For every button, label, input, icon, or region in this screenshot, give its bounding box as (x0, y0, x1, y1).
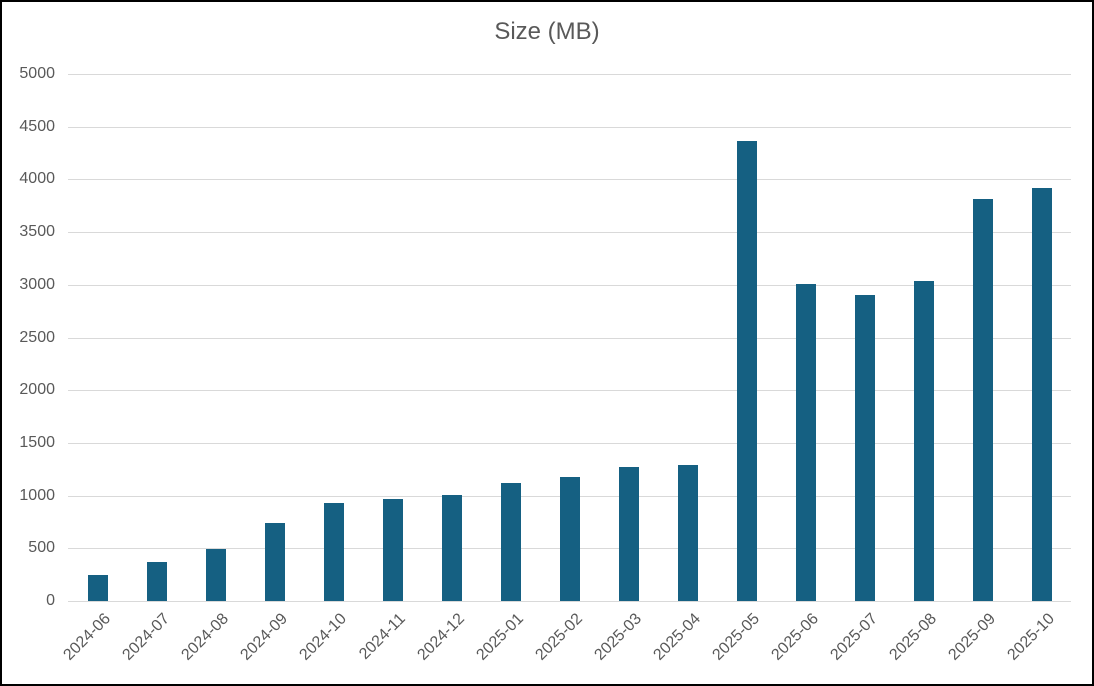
gridline (68, 337, 1071, 339)
chart-title: Size (MB) (494, 18, 600, 45)
y-axis-tick-label: 2500 (19, 328, 55, 346)
y-axis-tick-label: 5000 (19, 65, 55, 82)
y-axis-tick-label: 3500 (19, 223, 55, 241)
x-axis-tick-label: 2025-01 (473, 610, 527, 664)
bar-2025-03 (618, 467, 639, 601)
gridline (68, 232, 1071, 234)
gridline (68, 126, 1071, 128)
y-axis-tick-label: 4000 (19, 170, 55, 188)
x-axis-tick-label: 2024-07 (119, 610, 173, 664)
x-axis-tick-label: 2025-08 (886, 610, 940, 664)
gridline (68, 74, 1071, 75)
bar-2024-10 (323, 502, 344, 601)
y-axis-tick-label: 500 (28, 539, 55, 557)
bar-2025-07 (854, 295, 875, 601)
y-axis-tick-label: 0 (46, 592, 55, 609)
bar-2025-04 (677, 465, 698, 601)
y-axis-tick-label: 3000 (19, 275, 55, 293)
bar-2024-09 (264, 523, 285, 601)
x-axis-tick-label: 2024-08 (178, 610, 232, 664)
bar-2025-10 (1031, 187, 1052, 601)
x-axis-tick-label: 2024-11 (356, 610, 409, 663)
bar-2024-07 (146, 562, 167, 601)
y-axis-tick-label: 2000 (19, 381, 55, 399)
y-axis-tick-label: 4500 (19, 117, 55, 135)
bar-2024-06 (87, 574, 108, 601)
x-axis-tick-label: 2025-02 (532, 610, 586, 664)
x-axis-tick-label: 2025-06 (768, 610, 822, 664)
bar-2025-08 (913, 280, 934, 601)
gridline (68, 442, 1071, 444)
bar-2024-08 (205, 549, 226, 601)
bar-2025-06 (795, 283, 816, 601)
x-axis-tick-label: 2024-12 (414, 610, 468, 664)
x-axis-tick-label: 2025-05 (709, 610, 763, 664)
gridline (68, 179, 1071, 181)
x-axis-tick-label: 2025-07 (827, 610, 881, 664)
bar-2025-01 (500, 482, 521, 601)
gridline (68, 284, 1071, 286)
y-axis-tick-label: 1000 (19, 486, 55, 504)
bar-2025-05 (736, 141, 757, 601)
x-axis-tick-label: 2025-10 (1004, 610, 1058, 664)
x-axis-tick-label: 2024-09 (237, 610, 291, 664)
bar-2024-11 (382, 498, 403, 601)
gridline (68, 390, 1071, 392)
bar-2024-12 (441, 494, 462, 601)
x-axis-tick-label: 2025-03 (591, 610, 645, 664)
bar-2025-02 (559, 476, 580, 601)
gridline (68, 601, 1071, 602)
x-axis-tick-label: 2025-04 (650, 610, 704, 664)
y-axis-tick-label: 1500 (19, 433, 55, 451)
x-axis-tick-label: 2025-09 (945, 610, 999, 664)
x-axis-tick-label: 2024-10 (296, 610, 350, 664)
bar-2025-09 (972, 199, 993, 601)
x-axis-tick-label: 2024-06 (60, 610, 114, 664)
